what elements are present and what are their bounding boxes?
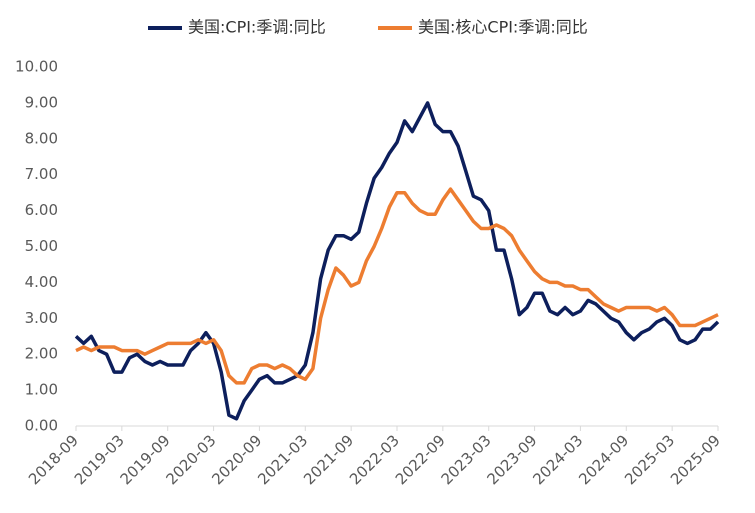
x-tick-label: 2025-03 xyxy=(621,431,678,488)
series-line xyxy=(75,187,719,385)
y-tick-label: 4.00 xyxy=(25,273,58,291)
x-tick-label: 2021-03 xyxy=(254,431,311,488)
x-tick-label: 2021-09 xyxy=(300,431,357,488)
x-tick-label: 2019-09 xyxy=(117,431,174,488)
x-tick-label: 2022-09 xyxy=(392,431,449,488)
y-tick-label: 5.00 xyxy=(25,237,58,255)
x-tick-label: 2024-09 xyxy=(575,431,632,488)
y-tick-label: 3.00 xyxy=(25,309,58,327)
x-tick-label: 2020-03 xyxy=(163,431,220,488)
y-tick-label: 10.00 xyxy=(15,58,58,76)
legend-label: 美国:CPI:季调:同比 xyxy=(188,18,326,37)
y-tick-label: 7.00 xyxy=(25,165,58,183)
x-tick-label: 2023-03 xyxy=(438,431,495,488)
y-tick-label: 6.00 xyxy=(25,201,58,219)
y-tick-label: 9.00 xyxy=(25,93,58,111)
y-tick-label: 8.00 xyxy=(25,129,58,147)
y-tick-label: 0.00 xyxy=(25,417,58,435)
x-tick-label: 2018-09 xyxy=(25,431,82,488)
legend-label: 美国:核心CPI:季调:同比 xyxy=(418,18,588,37)
series-line xyxy=(74,101,720,421)
y-tick-label: 2.00 xyxy=(25,345,58,363)
y-tick-label: 1.00 xyxy=(25,381,58,399)
x-tick-label: 2019-03 xyxy=(71,431,128,488)
x-tick-label: 2024-03 xyxy=(529,431,586,488)
x-tick-label: 2023-09 xyxy=(484,431,541,488)
x-tick-label: 2022-03 xyxy=(346,431,403,488)
x-tick-label: 2020-09 xyxy=(208,431,265,488)
x-tick-label: 2025-09 xyxy=(667,431,724,488)
